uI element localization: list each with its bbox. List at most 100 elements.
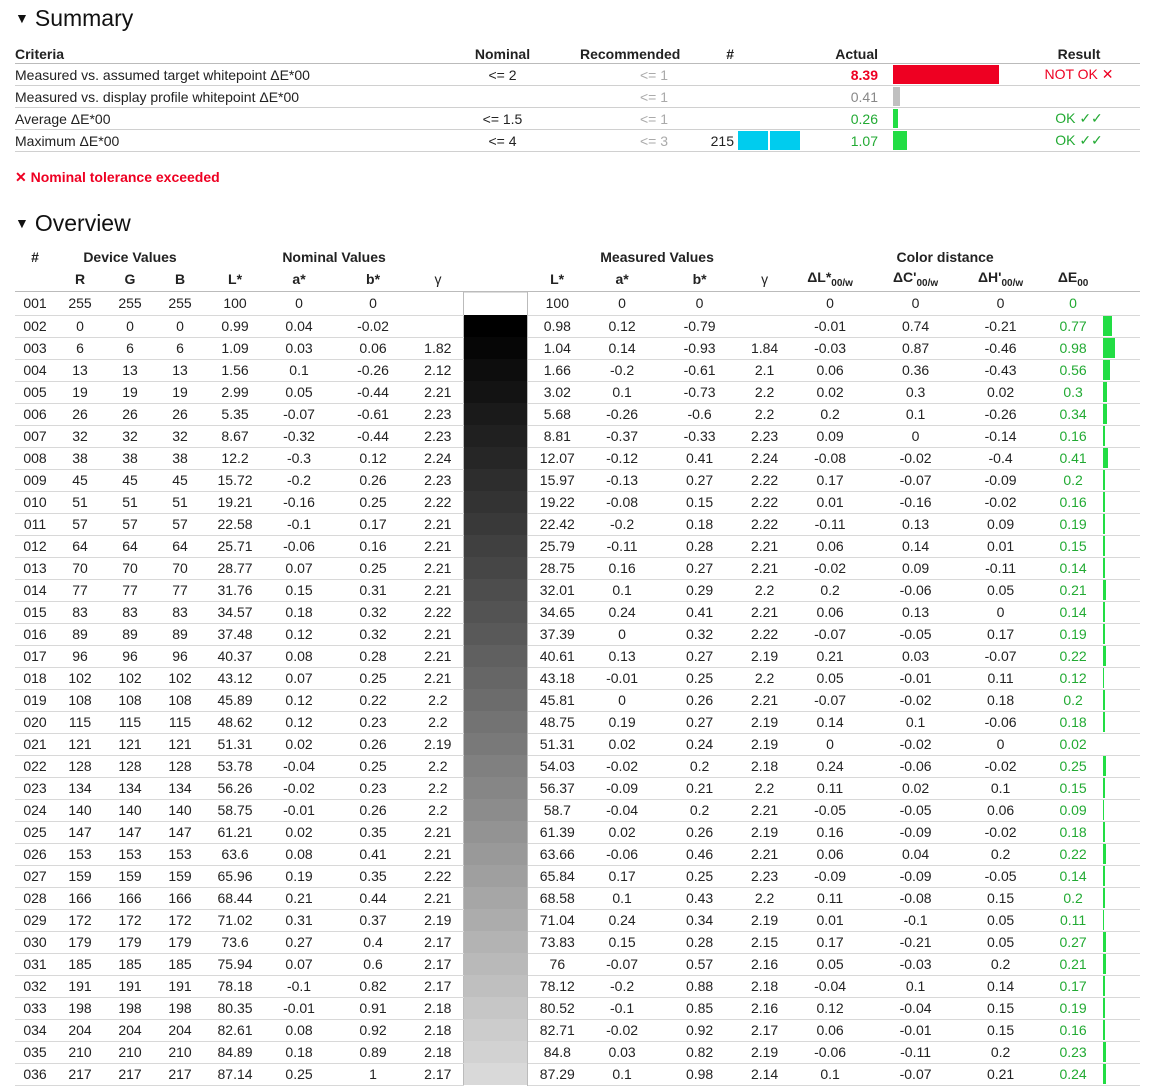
- patch-number-cell: 030: [15, 931, 55, 954]
- col-nominal-a: a*: [265, 267, 334, 292]
- delta-H-cell: -0.02: [958, 755, 1044, 778]
- actual-bar: [893, 109, 898, 128]
- delta-E-cell: 0.17: [1043, 975, 1104, 998]
- color-swatch: [463, 909, 527, 931]
- nominal-gamma-cell: 2.21: [413, 623, 464, 646]
- summary-heading[interactable]: ▼ Summary: [15, 5, 133, 32]
- delta-E-bar: [1103, 690, 1106, 710]
- delta-C-cell: 0.04: [873, 843, 959, 866]
- device-r-cell: 128: [55, 755, 105, 778]
- delta-E-bar-cell: [1103, 513, 1141, 536]
- patch-number-cell: 008: [15, 447, 55, 470]
- delta-E-bar-cell: [1103, 953, 1141, 976]
- delta-E-bar: [1103, 646, 1107, 666]
- device-b-cell: 172: [155, 909, 206, 932]
- delta-C-cell: -0.16: [873, 491, 959, 514]
- delta-E-cell: 0.11: [1043, 909, 1104, 932]
- device-g-cell: 45: [105, 469, 155, 492]
- device-r-cell: 255: [55, 291, 105, 316]
- nominal-gamma-cell: 2.21: [413, 821, 464, 844]
- nominal-gamma-cell: 2.21: [413, 887, 464, 910]
- delta-C-cell: -0.02: [873, 689, 959, 712]
- measured-a-cell: -0.04: [587, 799, 658, 822]
- color-swatch-cell: [462, 689, 528, 711]
- nominal-a-cell: 0: [265, 291, 334, 316]
- nominal-a-cell: 0.02: [265, 733, 334, 756]
- measured-a-cell: -0.2: [587, 359, 658, 382]
- delta-H-cell: 0.1: [958, 777, 1044, 800]
- device-b-cell: 179: [155, 931, 206, 954]
- delta-E-bar: [1103, 910, 1105, 930]
- measured-b-cell: 0.34: [657, 909, 743, 932]
- device-r-cell: 70: [55, 557, 105, 580]
- color-swatch: [463, 953, 527, 975]
- col-bar-spacer: [738, 44, 808, 64]
- col-nominal-b: b*: [333, 267, 414, 292]
- measured-a-cell: -0.12: [587, 447, 658, 470]
- delta-L-cell: -0.02: [787, 557, 874, 580]
- delta-H-cell: -0.02: [958, 821, 1044, 844]
- nominal-b-cell: 0.17: [333, 513, 414, 536]
- col-delta-E: ΔE00: [1043, 267, 1104, 292]
- device-b-cell: 255: [155, 291, 206, 316]
- measured-a-cell: 0.03: [587, 1041, 658, 1064]
- device-b-cell: 210: [155, 1041, 206, 1064]
- patch-number-cell: 015: [15, 601, 55, 624]
- delta-E-bar: [1103, 888, 1106, 908]
- nominal-L-cell: 1.56: [205, 359, 266, 382]
- delta-L-cell: 0.06: [787, 601, 874, 624]
- device-g-cell: 102: [105, 667, 155, 690]
- nominal-gamma-cell: 2.2: [413, 777, 464, 800]
- patch-number-cell: 011: [15, 513, 55, 536]
- collapse-triangle-icon[interactable]: ▼: [15, 9, 29, 26]
- delta-L-cell: 0.06: [787, 1019, 874, 1042]
- table-row: 020 115 115 115 48.62 0.12 0.23 2.2 48.75 0.19 0.2…: [15, 711, 1141, 734]
- measured-a-cell: -0.37: [587, 425, 658, 448]
- nominal-a-cell: -0.1: [265, 513, 334, 536]
- measured-a-cell: 0.13: [587, 645, 658, 668]
- delta-C-cell: 0.3: [873, 381, 959, 404]
- overview-heading[interactable]: ▼ Overview: [15, 210, 131, 237]
- device-b-cell: 115: [155, 711, 206, 734]
- delta-E-bar: [1103, 558, 1106, 578]
- delta-E-bar-cell: [1103, 469, 1141, 492]
- delta-H-cell: 0.18: [958, 689, 1044, 712]
- color-swatch: [463, 491, 527, 513]
- nominal-b-cell: 0.25: [333, 667, 414, 690]
- table-row: 030 179 179 179 73.6 0.27 0.4 2.17 73.83 0.15 0.28…: [15, 931, 1141, 954]
- nominal-L-cell: 73.6: [205, 931, 266, 954]
- delta-L-cell: 0.2: [787, 579, 874, 602]
- nominal-L-cell: 19.21: [205, 491, 266, 514]
- patch-number-cell: 032: [15, 975, 55, 998]
- nominal-L-cell: 61.21: [205, 821, 266, 844]
- nominal-b-cell: 0.22: [333, 689, 414, 712]
- measured-gamma-cell: [742, 291, 788, 316]
- result-cell: [1018, 85, 1140, 108]
- table-row: 021 121 121 121 51.31 0.02 0.26 2.19 51.31 0.02 0.…: [15, 733, 1141, 756]
- nominal-a-cell: 0.03: [265, 337, 334, 360]
- measured-L-cell: 40.61: [527, 645, 588, 668]
- col-measured-b: b*: [657, 267, 743, 292]
- patch-number-cell: 023: [15, 777, 55, 800]
- delta-E-bar: [1103, 624, 1106, 644]
- count-cell: [668, 107, 738, 130]
- patch-number-cell: 003: [15, 337, 55, 360]
- color-swatch-cell: [462, 579, 528, 601]
- delta-H-cell: 0.05: [958, 579, 1044, 602]
- nominal-gamma-cell: 2.21: [413, 843, 464, 866]
- delta-C-cell: -0.06: [873, 579, 959, 602]
- delta-H-cell: 0: [958, 601, 1044, 624]
- collapse-triangle-icon[interactable]: ▼: [15, 214, 29, 231]
- measured-L-cell: 19.22: [527, 491, 588, 514]
- measured-b-cell: -0.73: [657, 381, 743, 404]
- measured-b-cell: -0.61: [657, 359, 743, 382]
- col-measured-L: L*: [527, 267, 588, 292]
- measured-b-cell: 0.41: [657, 447, 743, 470]
- delta-H-cell: 0.06: [958, 799, 1044, 822]
- delta-H-cell: 0: [958, 291, 1044, 316]
- nominal-a-cell: 0.18: [265, 1041, 334, 1064]
- measured-b-cell: 0.27: [657, 469, 743, 492]
- device-r-cell: 32: [55, 425, 105, 448]
- nominal-b-cell: 0.12: [333, 447, 414, 470]
- delta-E-bar: [1103, 602, 1106, 622]
